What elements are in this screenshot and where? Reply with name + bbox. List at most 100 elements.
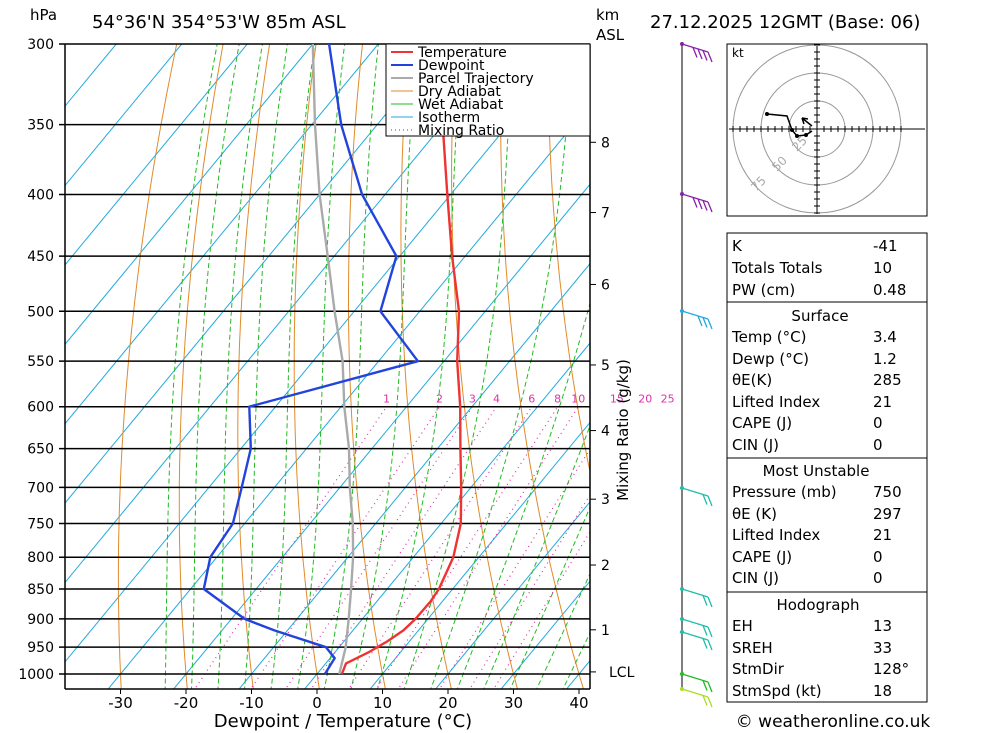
surface-temp-label: Temp (°C) bbox=[731, 328, 806, 346]
isotherm-line bbox=[65, 44, 117, 107]
pw-label: PW (cm) bbox=[732, 281, 795, 299]
profiles bbox=[202, 44, 463, 675]
legend-temperature: Temperature bbox=[417, 45, 507, 61]
pressure-tick-label: 850 bbox=[27, 582, 54, 598]
mu-cape-label: CAPE (J) bbox=[732, 548, 792, 566]
wind-barb-feather bbox=[707, 51, 713, 63]
legend-dry-adiabat: Dry Adiabat bbox=[418, 84, 501, 100]
km-label: km bbox=[596, 6, 619, 24]
isotherm-line bbox=[65, 44, 576, 663]
hodograph-point bbox=[804, 133, 808, 137]
km-tick-label: 3 bbox=[601, 492, 610, 508]
km-tick-label: 2 bbox=[601, 558, 610, 574]
mu-title: Most Unstable bbox=[763, 462, 870, 480]
sreh-value: 33 bbox=[873, 639, 892, 657]
surface-dewp-value: 1.2 bbox=[873, 350, 897, 368]
surface-li-label: Lifted Index bbox=[732, 393, 820, 411]
isotherm-line bbox=[65, 44, 183, 187]
dry-adiabat-line bbox=[966, 44, 1000, 700]
stmdir-label: StmDir bbox=[732, 660, 785, 678]
mixing-ratio-line bbox=[375, 406, 559, 689]
pressure-tick-label: 1000 bbox=[18, 667, 54, 683]
legend-mixing-ratio: Mixing Ratio bbox=[418, 123, 504, 139]
wet-adiabat-line bbox=[483, 424, 590, 689]
wet-adiabat-line bbox=[536, 572, 590, 689]
pressure-tick-label: 350 bbox=[27, 118, 54, 134]
mu-thetae-label: θE (K) bbox=[732, 505, 777, 523]
dry-adiabat-line bbox=[237, 44, 271, 689]
asl-label: ASL bbox=[596, 26, 625, 44]
isotherm-line bbox=[303, 342, 590, 689]
wind-barb-feather bbox=[702, 317, 708, 328]
wind-barb-staff bbox=[681, 631, 709, 641]
mixing-ratio-tick-label: 15 bbox=[610, 393, 624, 406]
mu-li-value: 21 bbox=[873, 526, 892, 544]
mixing-ratio-tick-label: 20 bbox=[638, 393, 652, 406]
dry-adiabat-line bbox=[348, 44, 386, 689]
pressure-tick-label: 550 bbox=[27, 354, 54, 370]
eh-value: 13 bbox=[873, 617, 892, 635]
pressure-tick-label: 900 bbox=[27, 612, 54, 628]
wind-barb bbox=[680, 309, 713, 330]
wind-barb-feather bbox=[702, 680, 708, 691]
wind-barb-feather bbox=[702, 638, 708, 649]
isotherm-line bbox=[65, 44, 379, 425]
stmspd-label: StmSpd (kt) bbox=[732, 682, 822, 700]
wind-barb-staff bbox=[681, 673, 709, 683]
mu-cin-label: CIN (J) bbox=[732, 569, 779, 587]
stmspd-value: 18 bbox=[873, 682, 892, 700]
isobars bbox=[59, 43, 591, 690]
dry-adiabat-line bbox=[920, 44, 1000, 700]
dry-adiabat-line bbox=[500, 44, 584, 689]
wind-barb-feather bbox=[702, 50, 708, 61]
mu-thetae-value: 297 bbox=[873, 505, 902, 523]
wet-adiabat-line bbox=[270, 44, 316, 689]
wet-adiabat-line bbox=[350, 44, 418, 689]
legend-parcel: Parcel Trajectory bbox=[418, 71, 534, 87]
temperature-tick-label: -20 bbox=[174, 694, 199, 712]
mixing-ratio-tick-label: 4 bbox=[493, 393, 500, 406]
wind-barb-feather bbox=[697, 198, 703, 210]
mixing-ratio-tick-label: 2 bbox=[436, 393, 443, 406]
wind-barb-feather bbox=[702, 200, 708, 211]
surface-thetae-value: 285 bbox=[873, 371, 902, 389]
legend: Temperature Dewpoint Parcel Trajectory D… bbox=[385, 43, 591, 139]
wind-barb-feather bbox=[707, 596, 713, 608]
wind-barbs-column bbox=[680, 42, 713, 708]
mixing-ratio-axis-label: Mixing Ratio (g/kg) bbox=[614, 359, 632, 501]
isotherm-line bbox=[65, 44, 248, 266]
temperature-tick-label: -30 bbox=[108, 694, 133, 712]
wind-barb-feather bbox=[697, 48, 703, 60]
surface-dewp-label: Dewp (°C) bbox=[732, 350, 809, 368]
isotherm-line bbox=[172, 183, 590, 689]
k-index-label: K bbox=[732, 237, 743, 255]
pressure-tick-label: 650 bbox=[27, 442, 54, 458]
temperature-tick-label: 10 bbox=[373, 694, 392, 712]
mixing-ratio-tick-label: 6 bbox=[528, 393, 535, 406]
isotherm-line bbox=[369, 421, 590, 689]
mu-cape-value: 0 bbox=[873, 548, 883, 566]
legend-wet-adiabat: Wet Adiabat bbox=[418, 97, 504, 113]
wind-barb-feather bbox=[697, 315, 703, 327]
k-index-value: -41 bbox=[873, 237, 898, 255]
wind-barb bbox=[680, 687, 713, 708]
copyright-link[interactable]: © weatheronline.co.uk bbox=[736, 712, 931, 732]
wind-barb-feather bbox=[707, 696, 713, 708]
mixing-ratio-line bbox=[348, 406, 533, 689]
mixing-ratio-line bbox=[438, 448, 590, 689]
hpa-label: hPa bbox=[30, 6, 57, 24]
pressure-tick-label: 800 bbox=[27, 550, 54, 566]
mu-pressure-label: Pressure (mb) bbox=[732, 483, 837, 501]
surface-cin-label: CIN (J) bbox=[732, 436, 779, 454]
mixing-ratio-tick-label: 25 bbox=[661, 393, 675, 406]
wet-adiabat-line bbox=[377, 44, 462, 689]
hodograph-title: Hodograph bbox=[776, 596, 859, 614]
height-axis: 8 7 6 5 4 3 2 1 LCL bbox=[590, 135, 635, 681]
legend-isotherm: Isotherm bbox=[418, 110, 480, 126]
dry-adiabat-line bbox=[293, 44, 320, 689]
km-tick-label: 4 bbox=[601, 424, 610, 440]
wind-barb bbox=[680, 42, 713, 63]
eh-label: EH bbox=[732, 617, 753, 635]
mixing-ratio-line bbox=[397, 406, 579, 689]
